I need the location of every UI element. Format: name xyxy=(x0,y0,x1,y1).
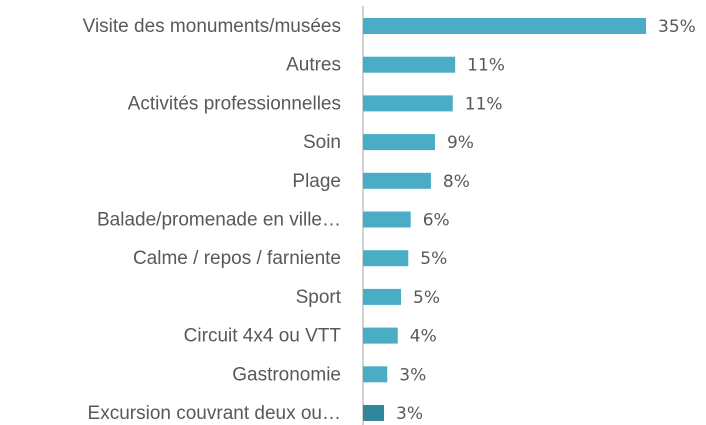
value-label: 11% xyxy=(465,94,503,114)
category-label: Plage xyxy=(292,171,341,192)
category-label: Visite des monuments/musées xyxy=(83,16,341,37)
value-label: 8% xyxy=(443,172,470,192)
category-label: Excursion couvrant deux ou… xyxy=(88,403,341,424)
bar xyxy=(363,95,453,112)
bar xyxy=(363,405,385,421)
bar xyxy=(363,288,402,305)
category-label: Gastronomie xyxy=(232,364,341,385)
value-label: 6% xyxy=(423,211,450,231)
bar xyxy=(363,211,411,228)
category-label: Circuit 4x4 ou VTT xyxy=(184,326,342,347)
value-label: 11% xyxy=(467,56,505,76)
category-label: Soin xyxy=(303,132,341,153)
category-label: Sport xyxy=(296,287,342,308)
bar xyxy=(363,134,435,151)
bar xyxy=(363,327,398,344)
value-label: 5% xyxy=(420,249,447,269)
value-label: 35% xyxy=(658,17,696,37)
bar xyxy=(363,56,456,73)
value-label: 9% xyxy=(447,133,474,153)
value-label: 5% xyxy=(413,288,440,308)
bar xyxy=(363,250,409,267)
value-label: 3% xyxy=(399,365,426,385)
bar xyxy=(363,172,431,189)
value-label: 3% xyxy=(396,404,423,424)
category-label: Activités professionnelles xyxy=(128,93,341,114)
bar xyxy=(363,18,646,34)
bar xyxy=(363,366,388,383)
category-label: Autres xyxy=(286,55,341,76)
value-label: 4% xyxy=(410,327,437,347)
category-label: Balade/promenade en ville… xyxy=(97,210,341,231)
category-label: Calme / repos / farniente xyxy=(133,248,341,269)
